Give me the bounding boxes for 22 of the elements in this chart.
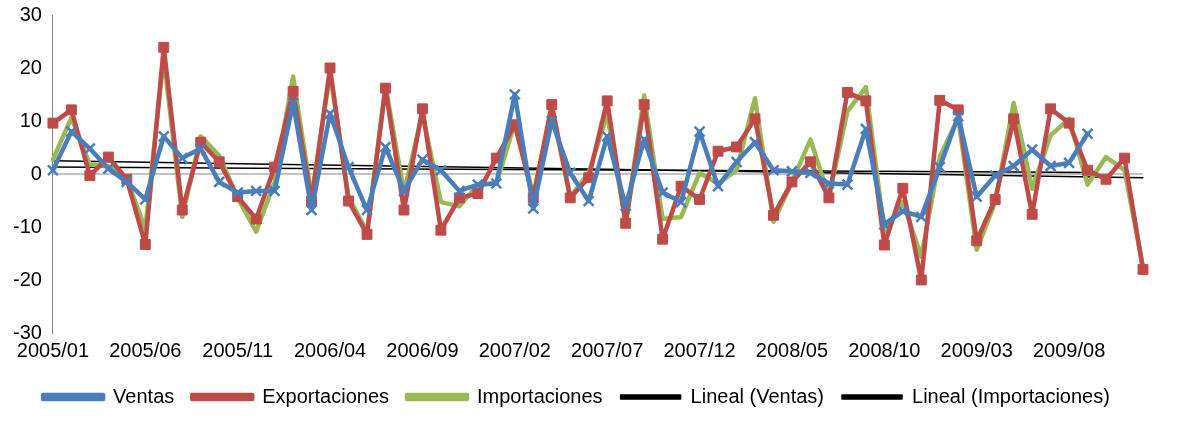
legend-label: Ventas — [113, 384, 175, 407]
y-tick-label: 0 — [30, 161, 42, 184]
x-tick-label: 2007/07 — [571, 338, 644, 361]
x-tick-label: 2008/10 — [848, 338, 921, 361]
x-tick-label: 2005/11 — [202, 338, 274, 361]
x-tick-label: 2006/09 — [386, 338, 459, 361]
x-tick-label: 2009/08 — [1032, 338, 1106, 361]
x-tick-label: 2008/05 — [755, 338, 829, 361]
legend-label: Lineal (Importaciones) — [912, 384, 1110, 407]
x-tick-label: 2007/12 — [663, 338, 736, 361]
x-tick-label: 2007/02 — [478, 338, 551, 361]
y-tick-label: -20 — [13, 267, 42, 290]
x-tick-label: 2006/04 — [293, 338, 367, 361]
legend-label: Lineal (Ventas) — [690, 384, 825, 407]
y-tick-label: -10 — [13, 214, 42, 237]
x-tick-label: 2009/03 — [940, 338, 1013, 361]
y-tick-label: 30 — [19, 2, 42, 25]
y-tick-label: 10 — [19, 108, 42, 131]
legend-label: Importaciones — [477, 384, 603, 407]
y-tick-label: 20 — [19, 55, 42, 78]
x-tick-label: 2005/06 — [109, 338, 182, 361]
legend-label: Exportaciones — [262, 384, 390, 407]
